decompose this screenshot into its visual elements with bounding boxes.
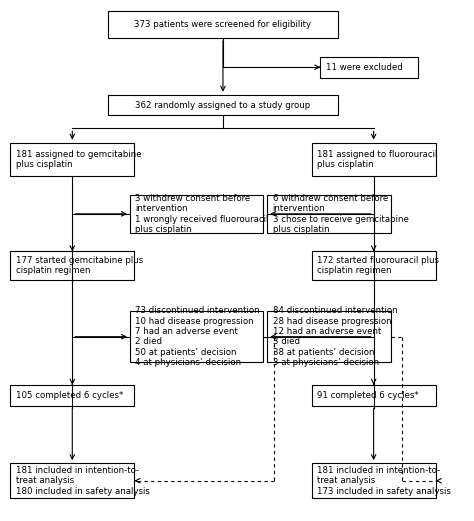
FancyBboxPatch shape (311, 463, 436, 499)
FancyBboxPatch shape (267, 195, 392, 232)
Text: 11 were excluded: 11 were excluded (326, 63, 402, 72)
FancyBboxPatch shape (108, 11, 338, 38)
Text: 362 randomly assigned to a study group: 362 randomly assigned to a study group (136, 101, 310, 109)
Text: 181 included in intention-to-
treat analysis
180 included in safety analysis: 181 included in intention-to- treat anal… (16, 466, 149, 495)
FancyBboxPatch shape (10, 143, 134, 176)
FancyBboxPatch shape (10, 252, 134, 280)
Text: 177 started gemcitabine plus
cisplatin regimen: 177 started gemcitabine plus cisplatin r… (16, 256, 143, 276)
Text: 6 withdrew consent before
intervention
3 chose to receive gemcitabine
plus cispl: 6 withdrew consent before intervention 3… (273, 194, 409, 234)
FancyBboxPatch shape (10, 385, 134, 406)
Text: 91 completed 6 cycles*: 91 completed 6 cycles* (317, 391, 419, 400)
FancyBboxPatch shape (130, 195, 263, 232)
Text: 373 patients were screened for eligibility: 373 patients were screened for eligibili… (135, 20, 311, 29)
Text: 181 assigned to gemcitabine
plus cisplatin: 181 assigned to gemcitabine plus cisplat… (16, 150, 141, 169)
Text: 3 withdrew consent before
intervention
1 wrongly received fluorouracil
plus cisp: 3 withdrew consent before intervention 1… (135, 194, 269, 234)
Text: 105 completed 6 cycles*: 105 completed 6 cycles* (16, 391, 123, 400)
FancyBboxPatch shape (130, 311, 263, 362)
Text: 84 discontinued intervention
28 had disease progression
12 had an adverse event
: 84 discontinued intervention 28 had dise… (273, 306, 397, 367)
FancyBboxPatch shape (108, 95, 338, 115)
Text: 181 included in intention-to-
treat analysis
173 included in safety analysis: 181 included in intention-to- treat anal… (317, 466, 451, 495)
Text: 181 assigned to fluorouracil
plus cisplatin: 181 assigned to fluorouracil plus cispla… (317, 150, 438, 169)
FancyBboxPatch shape (311, 252, 436, 280)
FancyBboxPatch shape (267, 311, 392, 362)
FancyBboxPatch shape (311, 385, 436, 406)
FancyBboxPatch shape (320, 57, 418, 78)
FancyBboxPatch shape (311, 143, 436, 176)
FancyBboxPatch shape (10, 463, 134, 499)
Text: 172 started fluorouracil plus
cisplatin regimen: 172 started fluorouracil plus cisplatin … (317, 256, 439, 276)
Text: 73 discontinued intervention
10 had disease progression
7 had an adverse event
2: 73 discontinued intervention 10 had dise… (135, 306, 260, 367)
